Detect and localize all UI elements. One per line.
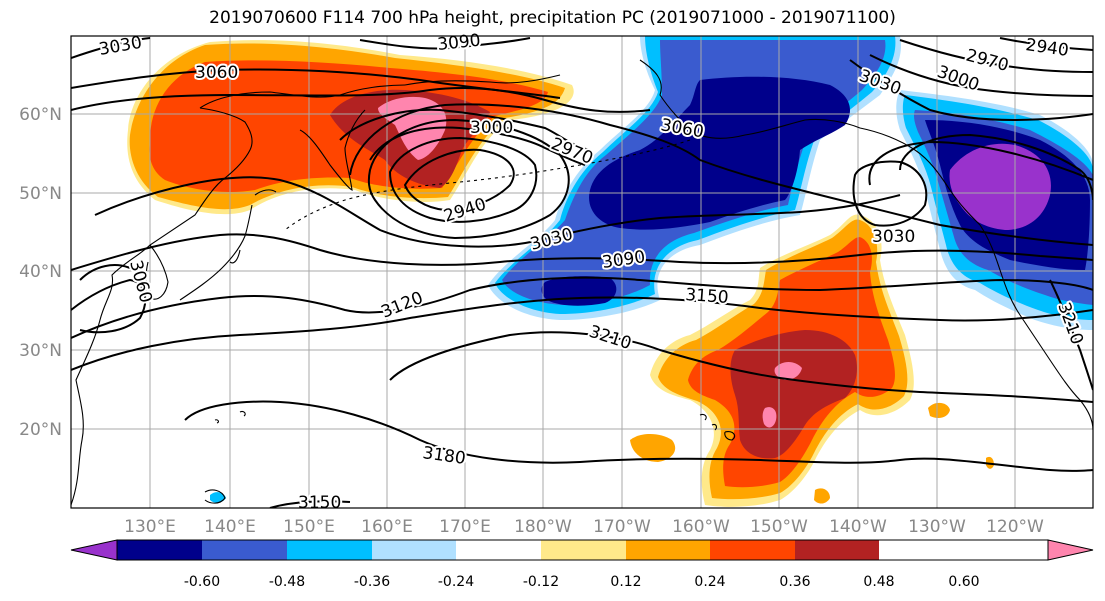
lon-tick-label: 140°W [829,517,887,537]
region-pos-small1 [630,434,676,462]
contour-loop-inner [388,136,538,223]
height-contours [71,37,1093,508]
contour-ne-3030 [849,59,1093,121]
contour-e-3210 [1049,279,1093,391]
contour-ne-2940 [999,37,1093,51]
colorbar-segment [626,540,710,560]
colorbar-frame [116,539,1049,561]
colorbar-segment [372,540,456,560]
colorbar-tick-label: 0.48 [863,574,894,590]
lon-tick-label: 180°W [514,517,572,537]
lat-tick-label: 50°N [19,184,62,204]
contour-2940 [403,148,515,212]
coast-korea [145,244,169,300]
lon-tick-label: 170°E [439,517,491,537]
contour-3060-w [71,278,147,334]
region-pos-c-pink2 [762,407,777,428]
colorbar-segment [287,540,372,560]
colorbar-tick-label: -0.48 [269,574,305,590]
coast-japan [179,189,277,301]
colorbar-segment [795,540,879,560]
colorbar: -0.60 -0.48 -0.36 -0.24 -0.12 0.12 0.24 … [70,539,1094,590]
lon-tick-label: 130°E [124,517,176,537]
lat-tick-labels: 60°N 50°N 40°N 30°N 20°N [19,105,62,440]
contour-3150 [71,296,1093,371]
region-neg-small-navy [541,276,617,306]
contour-ne-3000 [869,54,1093,97]
contour-ne-2970 [899,39,1093,73]
region-pos-small4 [814,488,830,504]
colorbar-tick-label: -0.24 [438,574,474,590]
colorbar-extend-right [1047,539,1094,561]
colorbar-segment [541,540,626,560]
colorbar-tick-label: -0.36 [354,574,390,590]
lat-tick-label: 30°N [19,341,62,361]
colorbar-tick-label: 0.60 [948,574,979,590]
colorbar-tick-label: 0.36 [779,574,810,590]
contour-label: 3060 [195,63,238,83]
contour-3030-mid [349,103,1093,246]
lon-tick-label: 130°W [908,517,966,537]
grid [71,36,1093,508]
lon-tick-labels: 130°E 140°E 150°E 160°E 170°E 180°W 170°… [124,517,1044,537]
plot-frame [70,35,1094,509]
lat-tick-label: 20°N [19,420,62,440]
region-pos-small2 [928,402,950,418]
coast-kamchatka [299,109,366,191]
contour-e-loop [899,133,1093,201]
lon-tick-label: 160°W [672,517,730,537]
contour-e-loop2 [868,140,1093,186]
lat-tick-label: 60°N [19,105,62,125]
region-neg-ne-navy [589,76,850,230]
contour-3180 [184,400,1093,472]
contour-3060-top2 [359,37,531,50]
contour-2970 [369,126,586,166]
colorbar-segment [202,540,287,560]
colorbar-segment [456,540,541,560]
contour-3120 [71,276,1093,339]
lon-tick-label: 120°W [986,517,1044,537]
coast-alaska [639,59,981,226]
contour-label: 3150 [298,493,341,513]
coast-okhotsk [199,84,406,109]
lon-tick-label: 140°E [204,517,256,537]
filled-precip-regions [127,36,1093,507]
map-title: 2019070600 F114 700 hPa height, precipit… [209,8,896,28]
contour-center-loop [852,160,928,227]
coastlines [71,59,1093,506]
contour-label: 3000 [470,118,513,138]
contour-loop-mid [367,118,570,240]
colorbar-segment [117,540,202,560]
contour-label: 3030 [872,227,915,247]
colorbar-tick-label: 0.24 [694,574,725,590]
coast-hawaii [699,413,736,441]
region-pos-c-pink [774,362,802,380]
lon-tick-label: 170°W [593,517,651,537]
colorbar-tick-label: -0.60 [184,574,220,590]
region-pos-c-darkred [730,330,857,459]
contour-3000 [339,108,591,151]
region-neg-e-purple [949,143,1051,230]
contour-3030-top [71,37,151,59]
colorbar-segment [710,540,795,560]
lon-tick-label: 150°E [283,517,335,537]
contour-3150-bot [269,500,351,508]
contour-3090 [71,87,651,113]
contour-3090-long [71,233,1093,271]
contour-3210 [389,331,1093,403]
lon-tick-label: 160°E [361,517,413,537]
region-neg-small-e [210,492,226,503]
contour-3060-w-inner [79,264,131,281]
colorbar-tick-label: 0.12 [610,574,641,590]
contour-3030-long [94,176,901,248]
colorbar-extend-left [70,539,118,561]
colorbar-tick-label: -0.12 [523,574,559,590]
lon-tick-label: 150°W [750,517,808,537]
coast-islands [204,410,246,504]
coast-na-west [979,224,1093,431]
contour-label: 3150 [685,285,730,308]
lat-tick-label: 40°N [19,262,62,282]
